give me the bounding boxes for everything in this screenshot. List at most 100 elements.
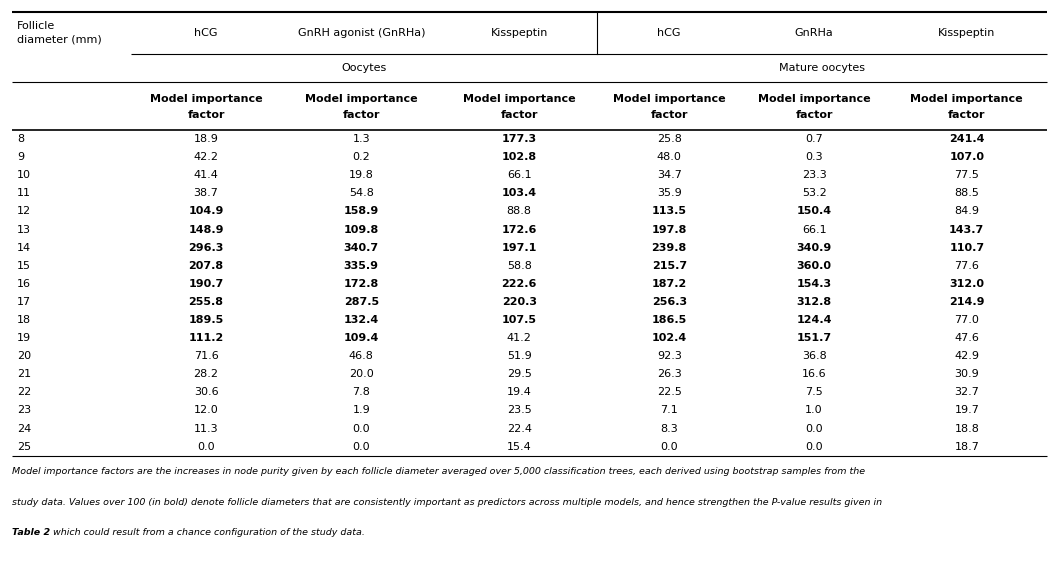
- Text: 215.7: 215.7: [652, 261, 687, 271]
- Text: 207.8: 207.8: [189, 261, 224, 271]
- Text: Model importance: Model importance: [150, 94, 263, 105]
- Text: 30.6: 30.6: [194, 387, 218, 397]
- Text: 29.5: 29.5: [506, 369, 532, 379]
- Text: 172.6: 172.6: [501, 224, 537, 234]
- Text: 41.2: 41.2: [506, 333, 532, 343]
- Text: 11.3: 11.3: [194, 424, 218, 433]
- Text: 16.6: 16.6: [802, 369, 826, 379]
- Text: 42.2: 42.2: [193, 152, 218, 162]
- Text: 107.5: 107.5: [501, 315, 537, 325]
- Text: factor: factor: [500, 110, 538, 120]
- Text: 150.4: 150.4: [797, 206, 831, 216]
- Text: 23.3: 23.3: [802, 170, 826, 180]
- Text: study data. Values over 100 (in bold) denote follicle diameters that are consist: study data. Values over 100 (in bold) de…: [12, 497, 882, 506]
- Text: 103.4: 103.4: [501, 188, 537, 198]
- Text: 109.8: 109.8: [344, 224, 379, 234]
- Text: 77.6: 77.6: [955, 261, 979, 271]
- Text: 189.5: 189.5: [189, 315, 224, 325]
- Text: which could result from a chance configuration of the study data.: which could result from a chance configu…: [51, 528, 365, 537]
- Text: 109.4: 109.4: [344, 333, 379, 343]
- Text: 66.1: 66.1: [506, 170, 532, 180]
- Text: 66.1: 66.1: [802, 224, 826, 234]
- Text: 7.1: 7.1: [660, 405, 678, 415]
- Text: factor: factor: [948, 110, 985, 120]
- Text: 22.4: 22.4: [506, 424, 532, 433]
- Text: 88.8: 88.8: [506, 206, 532, 216]
- Text: 1.3: 1.3: [352, 134, 370, 144]
- Text: 19: 19: [17, 333, 32, 343]
- Text: 25: 25: [17, 442, 32, 452]
- Text: 51.9: 51.9: [506, 351, 532, 361]
- Text: 158.9: 158.9: [344, 206, 379, 216]
- Text: GnRHa: GnRHa: [794, 28, 833, 38]
- Text: 360.0: 360.0: [797, 261, 831, 271]
- Text: factor: factor: [188, 110, 225, 120]
- Text: 12: 12: [17, 206, 32, 216]
- Text: 148.9: 148.9: [188, 224, 224, 234]
- Text: 256.3: 256.3: [652, 297, 687, 307]
- Text: hCG: hCG: [657, 28, 680, 38]
- Text: 312.8: 312.8: [797, 297, 831, 307]
- Text: Model importance factors are the increases in node purity given by each follicle: Model importance factors are the increas…: [12, 466, 865, 475]
- Text: Model importance: Model importance: [757, 94, 870, 105]
- Text: GnRH agonist (GnRHa): GnRH agonist (GnRHa): [298, 28, 425, 38]
- Text: 0.0: 0.0: [805, 424, 823, 433]
- Text: 151.7: 151.7: [797, 333, 831, 343]
- Text: Model importance: Model importance: [463, 94, 575, 105]
- Text: 7.8: 7.8: [352, 387, 370, 397]
- Text: 13: 13: [17, 224, 32, 234]
- Text: 132.4: 132.4: [344, 315, 379, 325]
- Text: 241.4: 241.4: [950, 134, 984, 144]
- Text: 0.2: 0.2: [352, 152, 370, 162]
- Text: 104.9: 104.9: [189, 206, 224, 216]
- Text: 0.3: 0.3: [805, 152, 823, 162]
- Text: 110.7: 110.7: [950, 243, 984, 252]
- Text: 239.8: 239.8: [652, 243, 687, 252]
- Text: Model importance: Model importance: [613, 94, 726, 105]
- Text: 19.4: 19.4: [506, 387, 532, 397]
- Text: 187.2: 187.2: [652, 279, 687, 289]
- Text: Model importance: Model importance: [305, 94, 418, 105]
- Text: 190.7: 190.7: [189, 279, 224, 289]
- Text: 0.0: 0.0: [352, 442, 370, 452]
- Text: 14: 14: [17, 243, 32, 252]
- Text: 25.8: 25.8: [657, 134, 682, 144]
- Text: 41.4: 41.4: [194, 170, 218, 180]
- Text: 1.0: 1.0: [805, 405, 823, 415]
- Text: factor: factor: [343, 110, 380, 120]
- Text: 84.9: 84.9: [955, 206, 979, 216]
- Text: 11: 11: [17, 188, 32, 198]
- Text: 46.8: 46.8: [349, 351, 373, 361]
- Text: 30.9: 30.9: [955, 369, 979, 379]
- Text: 18.8: 18.8: [955, 424, 979, 433]
- Text: 71.6: 71.6: [194, 351, 218, 361]
- Text: 186.5: 186.5: [652, 315, 687, 325]
- Text: 77.0: 77.0: [955, 315, 979, 325]
- Text: Oocytes: Oocytes: [341, 63, 386, 73]
- Text: 111.2: 111.2: [189, 333, 224, 343]
- Text: 15: 15: [17, 261, 32, 271]
- Text: 1.9: 1.9: [352, 405, 370, 415]
- Text: 197.1: 197.1: [501, 243, 537, 252]
- Text: 124.4: 124.4: [797, 315, 832, 325]
- Text: Kisspeptin: Kisspeptin: [938, 28, 996, 38]
- Text: 113.5: 113.5: [652, 206, 687, 216]
- Text: Kisspeptin: Kisspeptin: [491, 28, 548, 38]
- Text: 0.0: 0.0: [352, 424, 370, 433]
- Text: 107.0: 107.0: [950, 152, 984, 162]
- Text: 0.0: 0.0: [805, 442, 823, 452]
- Text: 312.0: 312.0: [950, 279, 984, 289]
- Text: 24: 24: [17, 424, 32, 433]
- Text: 53.2: 53.2: [802, 188, 826, 198]
- Text: hCG: hCG: [194, 28, 217, 38]
- Text: 197.8: 197.8: [652, 224, 687, 234]
- Text: 222.6: 222.6: [501, 279, 537, 289]
- Text: 172.8: 172.8: [344, 279, 379, 289]
- Text: Table 2: Table 2: [12, 528, 51, 537]
- Text: 35.9: 35.9: [657, 188, 682, 198]
- Text: 92.3: 92.3: [657, 351, 682, 361]
- Text: Model importance: Model importance: [910, 94, 1023, 105]
- Text: 47.6: 47.6: [955, 333, 979, 343]
- Text: 26.3: 26.3: [657, 369, 682, 379]
- Text: 340.9: 340.9: [797, 243, 831, 252]
